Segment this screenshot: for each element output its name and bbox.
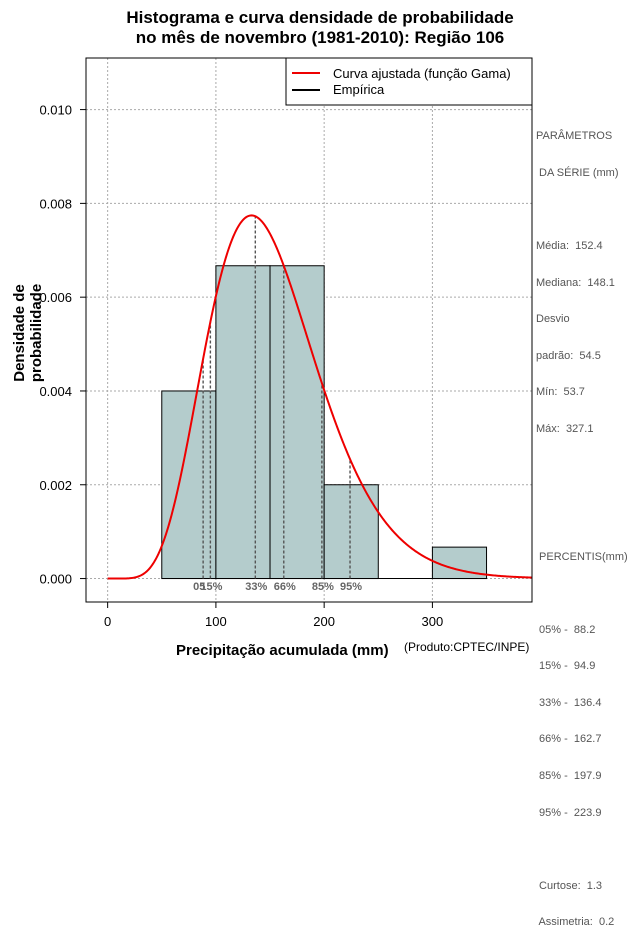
param-desvio-1: Desvio bbox=[536, 313, 570, 326]
param-max: Máx: 327.1 bbox=[536, 423, 594, 436]
gamma-fit-curve bbox=[107, 214, 533, 580]
y-tick-label: 0.008 bbox=[39, 196, 72, 211]
percentil-66: 66% - 162.7 bbox=[536, 733, 602, 746]
percentile-label: 85% bbox=[312, 581, 334, 593]
params-title-2: DA SÉRIE (mm) bbox=[536, 167, 619, 180]
y-tick-label: 0.000 bbox=[39, 572, 72, 587]
x-tick-label: 100 bbox=[205, 614, 227, 629]
histogram-bar bbox=[161, 390, 217, 580]
percentil-15: 15% - 94.9 bbox=[536, 660, 596, 673]
assimetria: Assimetria: 0.2 bbox=[536, 916, 615, 929]
x-axis-label: Precipitação acumulada (mm) bbox=[176, 642, 389, 659]
param-min: Mín: 53.7 bbox=[536, 386, 585, 399]
y-axis: 0.000 0.002 0.004 0.006 0.008 0.010 bbox=[39, 103, 86, 587]
param-mediana: Mediana: 148.1 bbox=[536, 276, 615, 289]
percentil-33: 33% - 136.4 bbox=[536, 696, 602, 709]
percentile-label: 66% bbox=[274, 581, 296, 593]
percentis-title: PERCENTIS(mm) bbox=[536, 550, 628, 563]
y-tick-label: 0.006 bbox=[39, 290, 72, 305]
percentil-95: 95% - 223.9 bbox=[536, 806, 602, 819]
percentil-85: 85% - 197.9 bbox=[536, 769, 602, 782]
x-tick-label: 0 bbox=[104, 614, 111, 629]
params-title-1: PARÂMETROS bbox=[536, 130, 613, 143]
legend-curve-label: Curva ajustada (função Gama) bbox=[333, 66, 511, 81]
percentile-label: 95% bbox=[340, 581, 362, 593]
x-axis: 0 100 200 300 bbox=[104, 602, 443, 629]
x-tick-label: 300 bbox=[422, 614, 444, 629]
series-parameters-panel: PARÂMETROS DA SÉRIE (mm) Média: 152.4 Me… bbox=[536, 106, 640, 941]
percentile-label: 33% bbox=[245, 581, 267, 593]
histogram-bar bbox=[269, 265, 325, 580]
chart-title-line2: no mês de novembro (1981-2010): Região 1… bbox=[135, 28, 505, 47]
histogram-bar bbox=[215, 265, 271, 580]
y-tick-label: 0.002 bbox=[39, 478, 72, 493]
credit-text: (Produto:CPTEC/INPE) bbox=[404, 640, 530, 654]
legend-box bbox=[285, 57, 533, 106]
param-media: Média: 152.4 bbox=[536, 240, 603, 253]
curtose: Curtose: 1.3 bbox=[536, 879, 603, 892]
chart-title: Histograma e curva densidade de probabil… bbox=[60, 8, 580, 48]
param-desvio-2: padrão: 54.5 bbox=[536, 349, 601, 362]
percentil-05: 05% - 88.2 bbox=[536, 623, 596, 636]
chart-title-line1: Histograma e curva densidade de probabil… bbox=[126, 8, 514, 27]
legend: Curva ajustada (função Gama) Empírica bbox=[285, 57, 533, 106]
y-axis-label: Densidade de probabilidade bbox=[11, 283, 45, 383]
y-tick-label: 0.004 bbox=[39, 384, 72, 399]
histogram-bar bbox=[323, 484, 379, 580]
percentile-label: 15% bbox=[200, 581, 222, 593]
legend-empirical-label: Empírica bbox=[333, 82, 385, 97]
percentile-label: 05 bbox=[193, 581, 205, 593]
x-tick-label: 200 bbox=[313, 614, 335, 629]
y-tick-label: 0.010 bbox=[39, 103, 72, 118]
histogram-bars bbox=[161, 265, 488, 580]
